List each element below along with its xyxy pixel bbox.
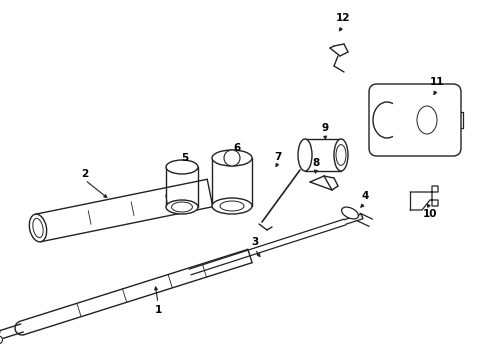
Ellipse shape — [212, 150, 252, 166]
Text: 3: 3 — [251, 237, 259, 247]
Ellipse shape — [298, 139, 312, 171]
Text: 6: 6 — [233, 143, 241, 153]
Text: 8: 8 — [313, 158, 319, 168]
FancyBboxPatch shape — [369, 84, 461, 156]
Text: 2: 2 — [81, 169, 89, 179]
Ellipse shape — [166, 160, 198, 174]
Ellipse shape — [336, 145, 346, 165]
Ellipse shape — [166, 200, 198, 214]
Text: 12: 12 — [336, 13, 350, 23]
Text: 7: 7 — [274, 152, 282, 162]
Text: 11: 11 — [430, 77, 444, 87]
Ellipse shape — [417, 106, 437, 134]
Ellipse shape — [334, 139, 348, 171]
Ellipse shape — [33, 219, 43, 238]
Text: 5: 5 — [181, 153, 189, 163]
Circle shape — [0, 336, 2, 344]
Text: 10: 10 — [423, 209, 437, 219]
Ellipse shape — [29, 214, 47, 242]
Text: 1: 1 — [154, 305, 162, 315]
Ellipse shape — [342, 207, 358, 219]
Ellipse shape — [212, 198, 252, 214]
Circle shape — [224, 150, 240, 166]
Ellipse shape — [172, 202, 193, 212]
Text: 9: 9 — [321, 123, 329, 133]
Ellipse shape — [220, 201, 244, 211]
Text: 4: 4 — [361, 191, 368, 201]
